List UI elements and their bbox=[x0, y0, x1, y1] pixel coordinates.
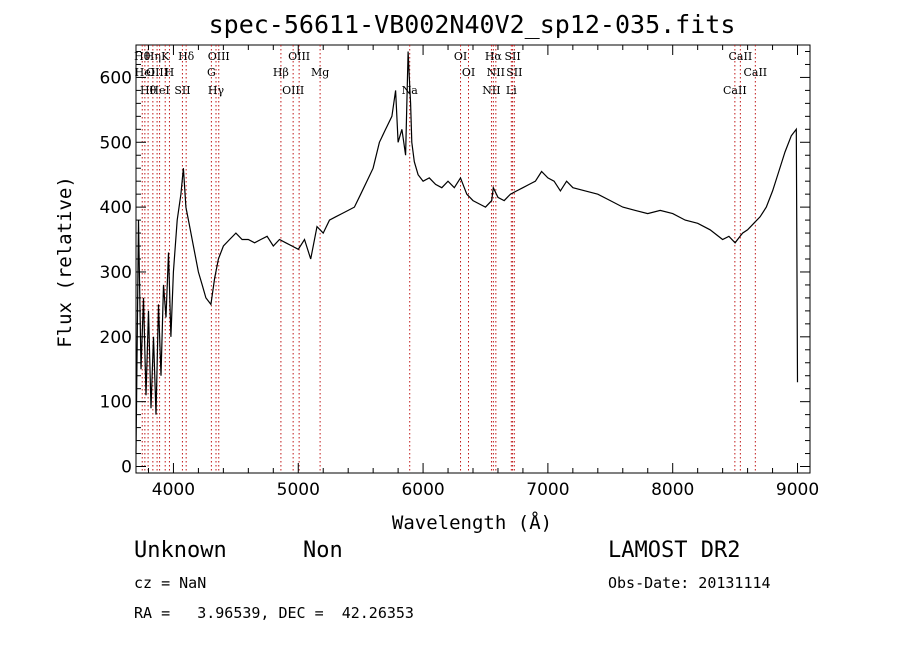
redshift-cz: cz = NaN bbox=[134, 574, 207, 592]
chart-title: spec-56611-VB002N40V2_sp12-035.fits bbox=[209, 10, 736, 39]
object-subclass: Non bbox=[303, 538, 343, 563]
spectral-line-label: Hθ bbox=[134, 50, 151, 63]
spectral-line-label: H bbox=[165, 66, 175, 79]
spectral-line-label: SII bbox=[174, 84, 190, 97]
spectral-line-label: Hα bbox=[485, 50, 503, 63]
spectral-line-label: OIII bbox=[208, 50, 230, 63]
spectral-line-label: Hθ bbox=[140, 84, 157, 97]
y-axis-ticks: 0 100 200 300 400 500 600 bbox=[100, 50, 810, 478]
y-axis-label: Flux (relative) bbox=[54, 176, 76, 348]
spectrum-chart: spec-56611-VB002N40V2_sp12-035.fits HθHe… bbox=[54, 10, 819, 534]
spectral-line-label: K bbox=[161, 50, 170, 63]
x-axis-label: Wavelength (Å) bbox=[392, 511, 552, 534]
x-tick-label: 4000 bbox=[152, 480, 195, 500]
spectral-line-markers bbox=[141, 45, 756, 473]
x-tick-label: 8000 bbox=[651, 480, 694, 500]
spectrum-line bbox=[135, 51, 799, 454]
spectral-line-label: HeI bbox=[149, 84, 169, 97]
y-tick-label: 200 bbox=[100, 328, 132, 348]
spectral-line-label: Mg bbox=[311, 66, 329, 79]
spectral-line-label: HeI bbox=[135, 66, 155, 79]
spectral-line-label: SII bbox=[504, 50, 520, 63]
y-tick-label: 500 bbox=[100, 133, 132, 153]
spectral-line-label: CaII bbox=[743, 66, 767, 79]
x-tick-label: 5000 bbox=[277, 480, 320, 500]
y-tick-label: 600 bbox=[100, 68, 132, 88]
spectral-line-label: CaII bbox=[729, 50, 753, 63]
spectral-line-label: OIII bbox=[146, 66, 168, 79]
y-tick-label: 400 bbox=[100, 198, 132, 218]
coordinates: RA = 3.96539, DEC = 42.26353 bbox=[134, 604, 414, 622]
spectral-line-label: Hβ bbox=[273, 66, 289, 79]
spectral-line-label: SII bbox=[506, 66, 522, 79]
x-tick-label: 9000 bbox=[776, 480, 819, 500]
survey-name: LAMOST DR2 bbox=[608, 538, 741, 563]
y-tick-label: 0 bbox=[121, 458, 132, 478]
spectral-line-label: Hδ bbox=[178, 50, 195, 63]
spectral-line-labels: HθHeIHθHηOIIIHeIKHSIIHδGHγOIIIHβOIIIOIII… bbox=[134, 50, 767, 97]
spectral-line-label: NII bbox=[482, 84, 500, 97]
object-class: Unknown bbox=[134, 538, 227, 563]
spectral-line-label: NII bbox=[487, 66, 505, 79]
spectral-line-label: Hγ bbox=[208, 84, 225, 97]
plot-frame bbox=[135, 44, 811, 474]
spectral-line-label: CaII bbox=[723, 84, 747, 97]
y-tick-label: 100 bbox=[100, 393, 132, 413]
x-axis-ticks: 4000 5000 6000 7000 8000 9000 bbox=[147, 45, 819, 500]
spectral-line-label: G bbox=[207, 66, 216, 79]
y-tick-label: 300 bbox=[100, 263, 132, 283]
spectral-line-label: OIII bbox=[288, 50, 310, 63]
spectral-line-label: OI bbox=[454, 50, 467, 63]
x-tick-label: 6000 bbox=[401, 480, 444, 500]
spectral-line-label: Li bbox=[506, 84, 517, 97]
spectral-line-label: OIII bbox=[282, 84, 304, 97]
spectral-line-label: OI bbox=[462, 66, 475, 79]
x-tick-label: 7000 bbox=[526, 480, 569, 500]
spectral-line-label: Hη bbox=[145, 50, 161, 63]
obs-date: Obs-Date: 20131114 bbox=[608, 574, 771, 592]
